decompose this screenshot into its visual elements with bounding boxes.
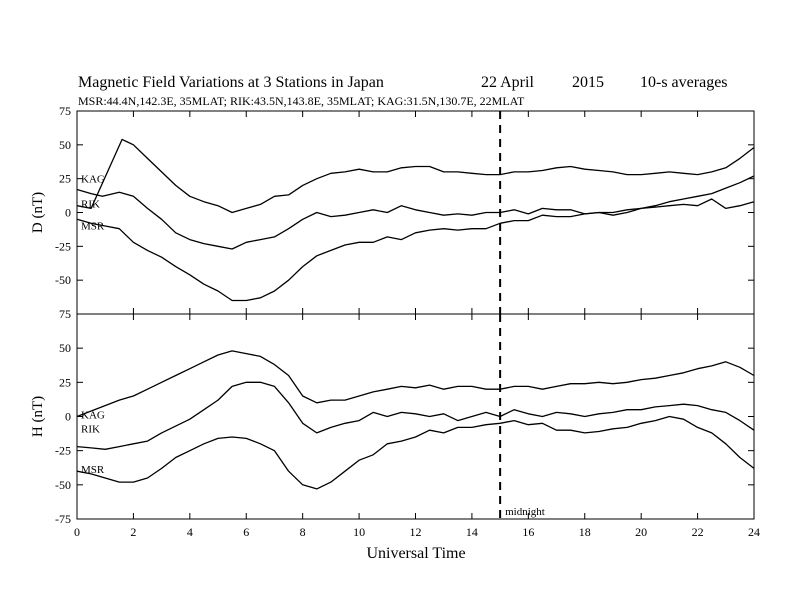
y-tick-label: -50	[55, 478, 71, 492]
x-axis-label: Universal Time	[366, 545, 465, 562]
x-tick-label: 20	[635, 525, 647, 539]
series-label-kag: KAG	[81, 173, 105, 185]
y-tick-label: -25	[55, 239, 71, 253]
midnight-label: midnight	[505, 506, 545, 518]
x-tick-label: 16	[522, 525, 534, 539]
y-axis-label: D (nT)	[30, 192, 46, 233]
chart-year: 2015	[572, 74, 604, 91]
y-tick-label: -50	[55, 273, 71, 287]
series-label-rik: RIK	[81, 199, 100, 211]
series-line-msr	[76, 198, 755, 302]
chart-date: 22 April	[481, 74, 534, 91]
series-line-msr	[76, 415, 755, 490]
chart-subtitle: MSR:44.4N,142.3E, 35MLAT; RIK:43.5N,143.…	[78, 94, 525, 108]
x-tick-label: 8	[300, 525, 306, 539]
y-axis-label: H (nT)	[30, 396, 46, 437]
x-tick-label: 22	[692, 525, 704, 539]
x-tick-label: 6	[243, 525, 249, 539]
series-line-rik	[76, 381, 755, 450]
series-line-rik	[76, 138, 755, 214]
y-tick-label: 75	[59, 307, 71, 321]
y-tick-label: 25	[59, 375, 71, 389]
series-label-rik: RIK	[81, 424, 100, 436]
series-label-msr: MSR	[81, 464, 105, 476]
x-tick-label: 18	[579, 525, 591, 539]
x-tick-label: 14	[466, 525, 478, 539]
x-tick-label: 24	[748, 525, 760, 539]
series-label-kag: KAG	[81, 410, 105, 422]
y-tick-label: 25	[59, 172, 71, 186]
panel-d: 75 50 25 0 -25 -50 D (nT) KAG RIK MSR	[30, 104, 755, 315]
y-tick-label: 0	[65, 410, 71, 424]
y-tick-label: 0	[65, 206, 71, 220]
chart-averaging: 10-s averages	[640, 74, 728, 91]
x-tick-label: 12	[410, 525, 422, 539]
y-tick-label: -75	[55, 512, 71, 526]
series-label-msr: MSR	[81, 220, 105, 232]
x-tick-label: 4	[187, 525, 193, 539]
y-tick-label: 50	[59, 341, 71, 355]
y-tick-label: 50	[59, 138, 71, 152]
x-tick-label: 2	[130, 525, 136, 539]
chart-title: Magnetic Field Variations at 3 Stations …	[78, 74, 384, 91]
x-tick-label: 0	[74, 525, 80, 539]
panels: 75 50 25 0 -25 -50 D (nT) KAG RIK MSR 75 50 25 0 -25 -5…	[30, 104, 760, 539]
y-tick-label: 75	[59, 104, 71, 118]
plot-frame	[76, 313, 755, 520]
series-line-kag	[76, 350, 755, 418]
plot-frame	[76, 110, 755, 315]
y-tick-label: -25	[55, 444, 71, 458]
x-tick-label: 10	[353, 525, 365, 539]
